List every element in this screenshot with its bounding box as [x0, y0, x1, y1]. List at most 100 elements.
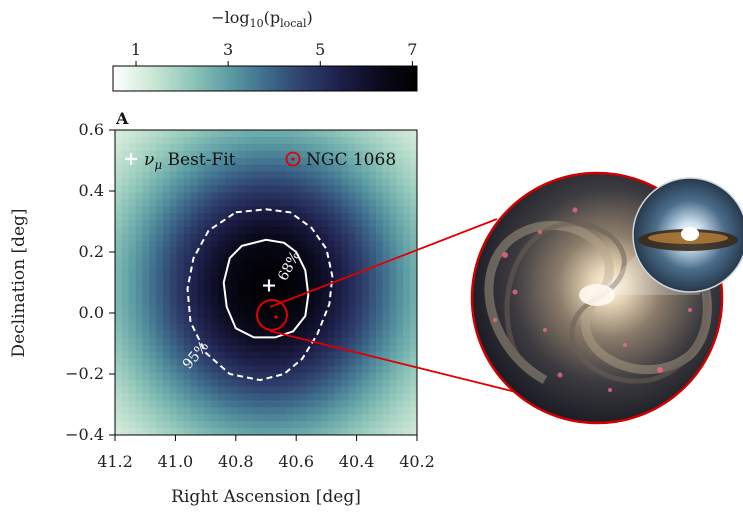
heatmap-cell: [121, 275, 130, 284]
heatmap-cell: [190, 428, 198, 435]
heatmap-cell: [327, 310, 336, 318]
heatmap-cell: [293, 254, 301, 263]
heatmap-cell: [197, 261, 205, 270]
heatmap-cell: [135, 324, 144, 332]
heatmap-cell: [115, 372, 123, 381]
heatmap-cell: [320, 365, 329, 374]
heatmap-cell: [327, 324, 336, 332]
y-tick-label: 0.0: [79, 303, 104, 322]
heatmap-cell: [362, 344, 370, 353]
heatmap-cell: [197, 331, 205, 339]
heatmap-cell: [252, 282, 260, 291]
heatmap-cell: [300, 393, 308, 401]
heatmap-cell: [266, 178, 274, 187]
heatmap-cell: [334, 254, 343, 263]
heatmap-cell: [382, 268, 391, 277]
heatmap-cell: [355, 178, 363, 187]
heatmap-cell: [293, 379, 301, 388]
heatmap-cell: [368, 227, 377, 235]
heatmap-cell: [149, 157, 157, 166]
heatmap-cell: [307, 414, 315, 422]
heatmap-cell: [156, 428, 164, 435]
heatmap-cell: [224, 275, 233, 284]
heatmap-cell: [307, 268, 315, 277]
heatmap-cell: [135, 130, 144, 138]
heatmap-cell: [272, 220, 281, 228]
heatmap-cell: [320, 379, 329, 388]
heatmap-cell: [238, 282, 247, 291]
heatmap-cell: [348, 192, 356, 200]
heatmap-cell: [314, 344, 322, 353]
heatmap-cell: [348, 331, 356, 339]
heatmap-cell: [327, 331, 336, 339]
heatmap-cell: [128, 365, 137, 374]
heatmap-cell: [403, 372, 411, 381]
heatmap-cell: [163, 130, 171, 138]
heatmap-cell: [211, 150, 219, 159]
heatmap-cell: [211, 136, 219, 145]
heatmap-cell: [348, 185, 356, 193]
heatmap-cell: [115, 171, 123, 180]
heatmap-cell: [217, 213, 226, 221]
heatmap-cell: [128, 400, 137, 408]
heatmap-cell: [224, 331, 233, 339]
heatmap-cell: [156, 337, 164, 346]
heatmap-cell: [314, 213, 322, 221]
heatmap-cell: [135, 199, 144, 207]
heatmap-cell: [259, 372, 267, 381]
heatmap-cell: [286, 171, 295, 180]
heatmap-cell: [314, 421, 322, 429]
heatmap-cell: [293, 296, 301, 304]
heatmap-cell: [375, 296, 384, 304]
heatmap-cell: [190, 220, 198, 228]
heatmap-cell: [121, 213, 130, 221]
heatmap-cell: [334, 400, 343, 408]
heatmap-cell: [279, 393, 288, 401]
heatmap-cell: [368, 407, 377, 415]
heatmap-cell: [279, 303, 288, 311]
heatmap-cell: [279, 414, 288, 422]
heatmap-cell: [396, 331, 404, 339]
heatmap-cell: [238, 254, 247, 263]
heatmap-cell: [382, 317, 391, 325]
heatmap-cell: [334, 206, 343, 214]
heatmap-cell: [121, 365, 130, 374]
heatmap-cell: [389, 324, 398, 332]
heatmap-cell: [272, 268, 281, 277]
heatmap-cell: [142, 365, 150, 374]
heatmap-cell: [204, 199, 212, 207]
heatmap-cell: [163, 358, 171, 367]
heatmap-cell: [176, 254, 185, 263]
heatmap-cell: [211, 337, 219, 346]
heatmap-cell: [382, 240, 391, 249]
heatmap-cell: [149, 261, 157, 270]
heatmap-cell: [142, 282, 150, 291]
heatmap-cell: [149, 268, 157, 277]
heatmap-cell: [211, 393, 219, 401]
heatmap-cell: [368, 150, 377, 159]
heatmap-cell: [334, 324, 343, 332]
heatmap-cell: [355, 344, 363, 353]
heatmap-cell: [190, 337, 198, 346]
heatmap-cell: [156, 421, 164, 429]
heatmap-cell: [286, 240, 295, 249]
heatmap-cell: [259, 379, 267, 388]
heatmap-cell: [279, 268, 288, 277]
heatmap-cell: [211, 358, 219, 367]
heatmap-cell: [135, 372, 144, 381]
heatmap-cell: [204, 192, 212, 200]
heatmap-cell: [238, 150, 247, 159]
heatmap-cell: [389, 317, 398, 325]
heatmap-cell: [368, 386, 377, 395]
galaxy-inset-border: [470, 171, 724, 425]
heatmap-cell: [169, 303, 178, 311]
heatmap-cell: [389, 240, 398, 249]
heatmap-cell: [224, 428, 233, 435]
heatmap-cell: [279, 344, 288, 353]
heatmap-cell: [259, 254, 267, 263]
heatmap-cell: [259, 136, 267, 145]
heatmap-cell: [197, 150, 205, 159]
heatmap-cell: [348, 220, 356, 228]
heatmap-cell: [224, 130, 233, 138]
heatmap-cell: [121, 268, 130, 277]
